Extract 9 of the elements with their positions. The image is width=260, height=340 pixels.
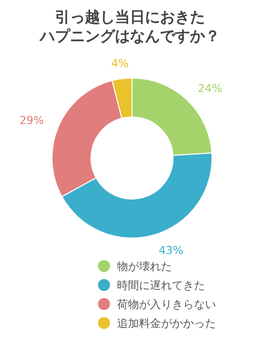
legend-label: 追加料金がかかった <box>117 317 216 330</box>
data-label: 4% <box>111 56 129 70</box>
chart-title: 引っ越し当日におきたハプニングはなんですか？ <box>39 8 220 45</box>
data-label: 43% <box>158 244 184 258</box>
legend-label: 時間に遅れてきた <box>117 279 205 292</box>
data-label: 24% <box>198 82 222 96</box>
legend-label: 荷物が入りきらない <box>117 298 216 311</box>
legend-label: 物が壊れた <box>117 260 172 273</box>
data-label: 29% <box>19 114 44 127</box>
